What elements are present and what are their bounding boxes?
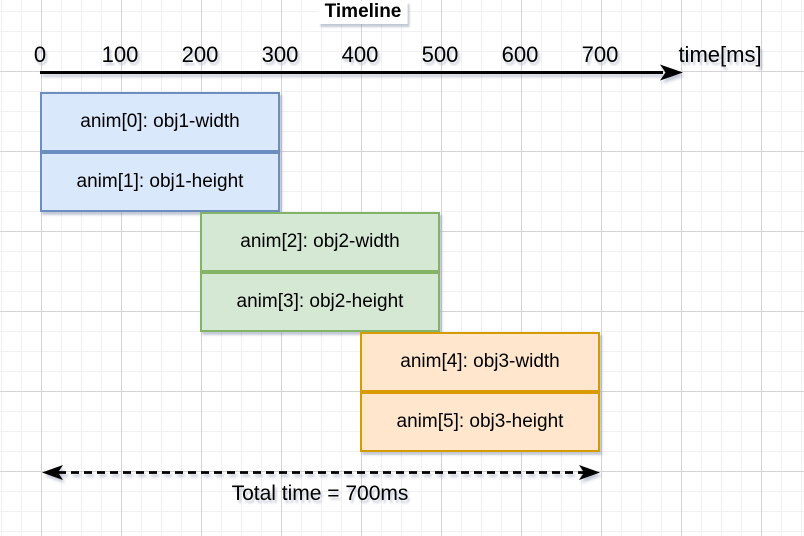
track-box-2: anim[2]: obj2-width bbox=[200, 212, 440, 272]
track-box-0: anim[0]: obj1-width bbox=[40, 92, 280, 152]
left-arrowhead-icon bbox=[42, 465, 63, 480]
axis-tick-label-200: 200 bbox=[181, 42, 219, 67]
total-time-arrow bbox=[42, 465, 600, 480]
track-label: anim[5]: obj3-height bbox=[396, 411, 564, 432]
track-label: anim[3]: obj2-height bbox=[236, 291, 404, 312]
axis-tick-label-500: 500 bbox=[421, 42, 459, 67]
axis-unit-label: time[ms] bbox=[678, 42, 762, 67]
track-label: anim[2]: obj2-width bbox=[240, 231, 400, 252]
axis-tick-label-0: 0 bbox=[33, 42, 47, 67]
total-time-label: Total time = 700ms bbox=[231, 482, 409, 505]
track-box-5: anim[5]: obj3-height bbox=[360, 392, 600, 452]
axis-tick-label-100: 100 bbox=[101, 42, 139, 67]
axis-tick-label-600: 600 bbox=[501, 42, 539, 67]
track-label: anim[0]: obj1-width bbox=[80, 111, 240, 132]
track-box-4: anim[4]: obj3-width bbox=[360, 332, 600, 392]
track-box-3: anim[3]: obj2-height bbox=[200, 272, 440, 332]
axis-tick-label-700: 700 bbox=[581, 42, 619, 67]
track-label: anim[1]: obj1-height bbox=[76, 171, 244, 192]
track-box-1: anim[1]: obj1-height bbox=[40, 152, 280, 212]
axis-tick-label-400: 400 bbox=[341, 42, 379, 67]
track-label: anim[4]: obj3-width bbox=[400, 351, 560, 372]
axis-tick-label-300: 300 bbox=[261, 42, 299, 67]
right-arrowhead-icon bbox=[579, 465, 600, 480]
timeline-title: Timeline bbox=[318, 1, 408, 24]
